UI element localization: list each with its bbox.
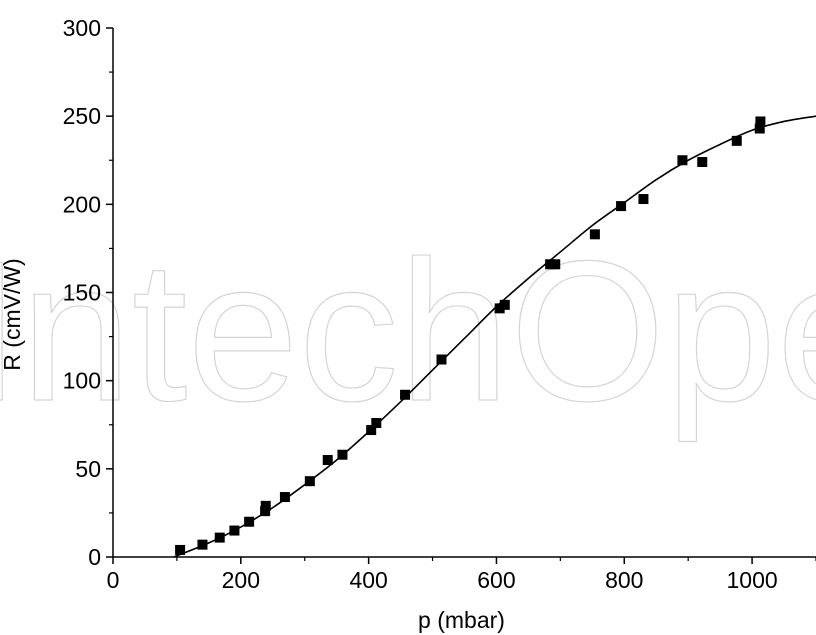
x-tick-label: 800 xyxy=(605,567,643,593)
data-point xyxy=(279,492,290,503)
data-point xyxy=(754,123,765,134)
y-tick-label: 250 xyxy=(63,103,101,129)
x-tick-label: 400 xyxy=(349,567,387,593)
data-point xyxy=(755,116,766,127)
x-tick-label: 600 xyxy=(477,567,515,593)
data-points-layer xyxy=(175,116,766,555)
data-point xyxy=(175,544,186,555)
y-tick-label: 200 xyxy=(63,191,101,217)
y-axis-title: R (cmV/W) xyxy=(0,258,25,370)
data-point xyxy=(197,539,208,550)
y-tick-label: 50 xyxy=(75,456,101,482)
data-point xyxy=(638,194,649,205)
y-tick-label: 0 xyxy=(88,544,101,570)
data-point xyxy=(366,425,377,436)
data-point xyxy=(400,389,411,400)
data-point xyxy=(731,135,742,146)
data-point xyxy=(545,259,556,270)
x-axis-title: p (mbar) xyxy=(418,607,505,633)
x-tick-label: 200 xyxy=(222,567,260,593)
data-point xyxy=(499,299,510,310)
data-point xyxy=(260,500,271,511)
y-tick-label: 150 xyxy=(63,280,101,306)
data-point xyxy=(337,449,348,460)
data-point xyxy=(229,525,240,536)
data-point xyxy=(304,476,315,487)
data-point xyxy=(616,201,627,212)
watermark-text: IntechOpen xyxy=(0,220,816,443)
data-point xyxy=(589,229,600,240)
y-tick-label: 100 xyxy=(63,368,101,394)
data-point xyxy=(697,157,708,168)
axes: 0 50 100 150 200 250 300 0 200 400 600 800 1000 xyxy=(63,15,816,593)
data-point xyxy=(214,532,225,543)
y-tick-label: 300 xyxy=(63,15,101,41)
data-point xyxy=(322,455,333,466)
data-point xyxy=(244,516,255,527)
data-point xyxy=(550,259,561,270)
data-point xyxy=(494,303,505,314)
data-point xyxy=(260,506,271,517)
data-point xyxy=(436,354,447,365)
x-tick-label: 0 xyxy=(107,567,120,593)
data-point xyxy=(371,417,382,428)
x-tick-label: 1000 xyxy=(727,567,778,593)
data-point xyxy=(677,155,688,166)
